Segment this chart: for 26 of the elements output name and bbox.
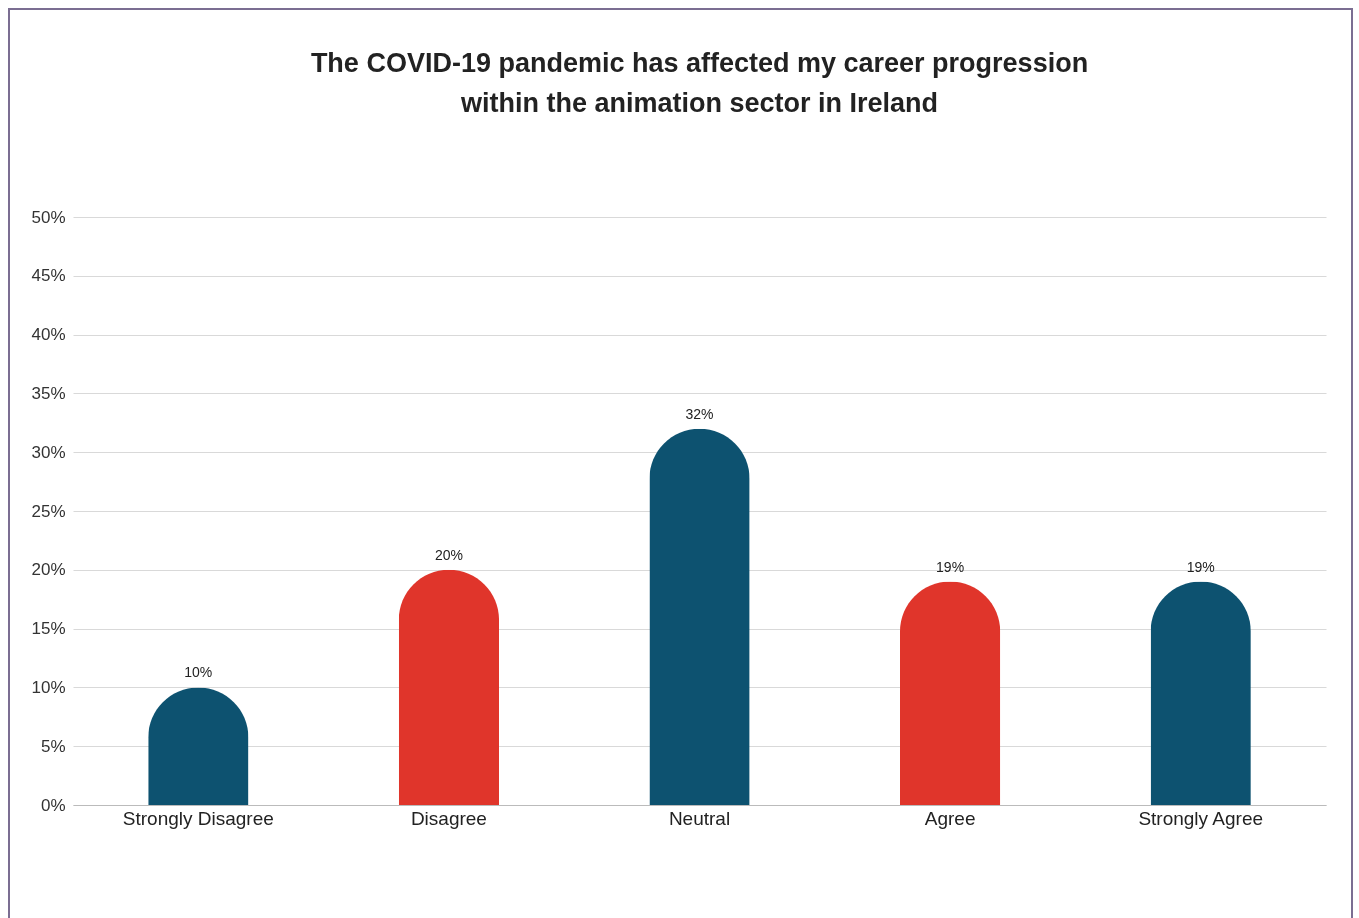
y-tick-label: 30% bbox=[31, 442, 66, 462]
bar bbox=[1150, 581, 1251, 805]
y-tick-label: 40% bbox=[31, 325, 66, 345]
y-tick-label: 5% bbox=[40, 736, 66, 756]
x-tick-label: Strongly Agree bbox=[1138, 807, 1264, 829]
y-tick-label: 15% bbox=[31, 619, 66, 639]
data-label: 19% bbox=[936, 558, 965, 575]
x-tick-label: Agree bbox=[924, 807, 976, 829]
y-tick-label: 10% bbox=[31, 677, 66, 697]
x-tick-label: Neutral bbox=[668, 807, 731, 829]
y-tick-label: 45% bbox=[31, 266, 66, 286]
y-tick-label: 50% bbox=[31, 207, 66, 227]
x-tick-label: Strongly Disagree bbox=[122, 807, 274, 829]
y-tick-label: 35% bbox=[31, 383, 66, 403]
data-label: 10% bbox=[184, 664, 213, 681]
bar bbox=[398, 569, 500, 805]
x-tick-label: Disagree bbox=[410, 807, 487, 829]
bar bbox=[899, 581, 1001, 805]
data-label: 20% bbox=[434, 546, 463, 563]
y-tick-label: 0% bbox=[40, 795, 66, 815]
data-label: 19% bbox=[1186, 558, 1215, 575]
y-tick-label: 20% bbox=[31, 560, 66, 580]
y-tick-label: 25% bbox=[31, 501, 66, 521]
data-label: 32% bbox=[685, 405, 714, 422]
chart-title: The COVID-19 pandemic has affected my career progression within the animation sector in Ireland bbox=[310, 48, 1089, 118]
bar bbox=[649, 428, 750, 805]
